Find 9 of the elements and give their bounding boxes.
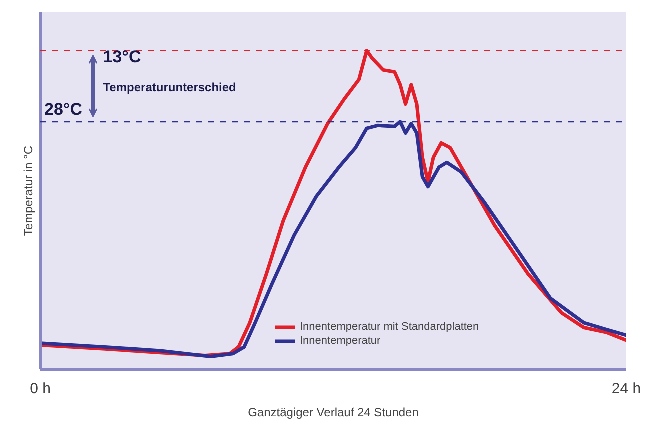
x-axis-title: Ganztägiger Verlauf 24 Stunden: [248, 406, 419, 420]
legend-label: Innentemperatur mit Standardplatten: [300, 321, 480, 333]
x-tick-label: 0 h: [30, 380, 51, 398]
ref-line-label: 28°C: [44, 100, 82, 119]
annotation: Temperaturunterschied: [103, 80, 236, 94]
y-axis-title: Temperatur in °C: [22, 146, 36, 236]
x-tick-label: 24 h: [612, 380, 642, 398]
legend-label: Innentemperatur: [300, 335, 381, 347]
annotation: 13°C: [103, 47, 142, 66]
